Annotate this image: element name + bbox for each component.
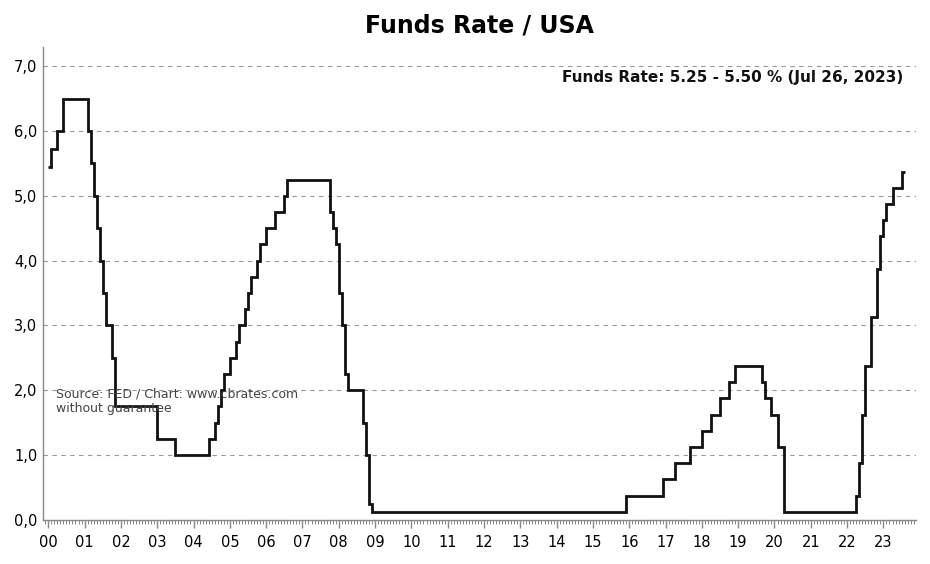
Text: Source: FED / Chart: www.cbrates.com
without guarantee: Source: FED / Chart: www.cbrates.com wit… bbox=[56, 387, 298, 415]
Title: Funds Rate / USA: Funds Rate / USA bbox=[365, 14, 594, 38]
Text: Funds Rate: 5.25 - 5.50 % (Jul 26, 2023): Funds Rate: 5.25 - 5.50 % (Jul 26, 2023) bbox=[562, 70, 903, 85]
